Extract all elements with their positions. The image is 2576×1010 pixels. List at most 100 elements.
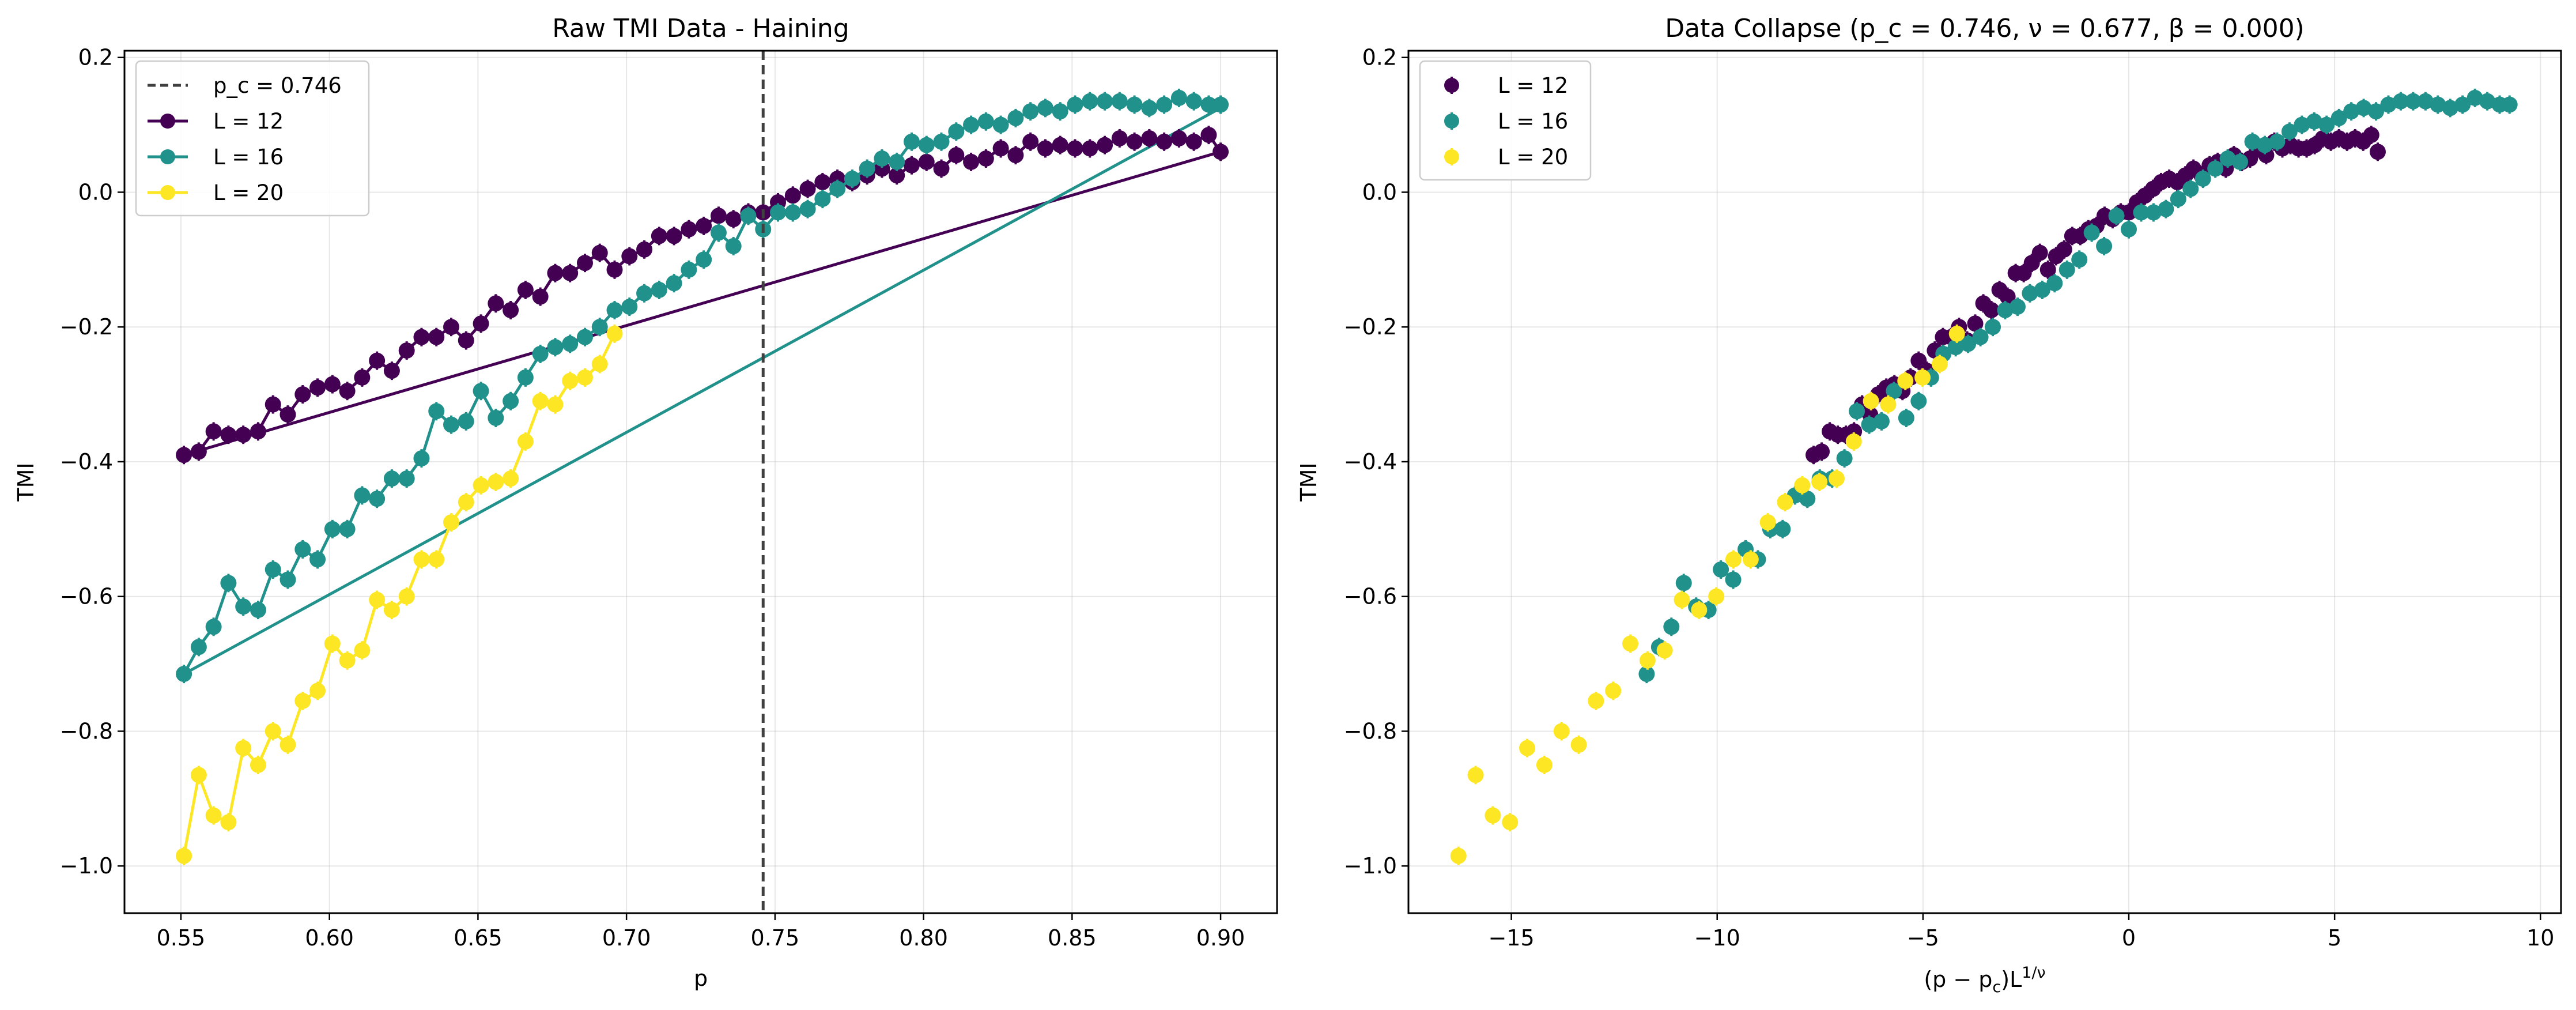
data-point bbox=[413, 450, 430, 467]
data-point bbox=[1873, 413, 1890, 429]
data-point bbox=[1674, 591, 1690, 608]
data-point bbox=[1799, 491, 1816, 507]
data-point bbox=[1213, 96, 1229, 113]
data-point bbox=[1985, 319, 2001, 336]
legend-box bbox=[1419, 60, 1592, 181]
data-point bbox=[1097, 93, 1113, 110]
data-point bbox=[235, 427, 252, 443]
raw-ytick-label: 0.2 bbox=[78, 45, 113, 70]
data-point bbox=[2009, 299, 2026, 315]
collapse-ytick-label: 0.2 bbox=[1362, 45, 1397, 70]
legend-l20-marker bbox=[1444, 149, 1459, 164]
data-point bbox=[2056, 241, 2072, 258]
data-point bbox=[2034, 281, 2050, 298]
data-point bbox=[1777, 494, 1793, 511]
collapse-xtick-label: 10 bbox=[2526, 925, 2554, 951]
data-point bbox=[859, 160, 875, 177]
legend-box bbox=[135, 60, 370, 217]
data-point bbox=[844, 171, 860, 187]
data-point bbox=[398, 588, 415, 605]
data-point bbox=[294, 541, 311, 557]
legend-pc-label: p_c = 0.746 bbox=[213, 73, 342, 98]
data-point bbox=[324, 376, 341, 393]
data-point bbox=[1141, 100, 1158, 116]
data-point bbox=[532, 345, 549, 362]
data-point bbox=[903, 157, 920, 174]
data-point bbox=[2363, 127, 2379, 144]
data-point bbox=[1536, 756, 1553, 773]
data-point bbox=[2467, 89, 2483, 106]
data-point bbox=[1156, 96, 1173, 113]
data-point bbox=[503, 393, 519, 409]
data-point bbox=[250, 602, 266, 619]
data-point bbox=[829, 180, 846, 197]
legend-l16-marker bbox=[160, 149, 175, 164]
data-point bbox=[1170, 130, 1187, 146]
data-point bbox=[1185, 133, 1202, 150]
data-point bbox=[1836, 450, 1853, 467]
data-point bbox=[591, 319, 608, 336]
data-point bbox=[2256, 137, 2273, 153]
data-point bbox=[933, 160, 950, 177]
data-point bbox=[1082, 140, 1098, 157]
raw-xtick-label: 0.90 bbox=[1196, 925, 1245, 951]
raw-panel-frame bbox=[123, 50, 1278, 914]
data-point bbox=[1097, 137, 1113, 153]
raw-ytick-label: −0.6 bbox=[60, 584, 113, 609]
data-point bbox=[2108, 208, 2125, 224]
data-point bbox=[443, 514, 460, 531]
data-point bbox=[220, 814, 237, 831]
data-point bbox=[1931, 356, 1948, 372]
collapse-panel-frame bbox=[1407, 50, 2562, 914]
data-point bbox=[903, 133, 920, 150]
collapse-panel-xlabel: (p − pc)L1/ν bbox=[1924, 964, 2045, 996]
raw-panel-title: Raw TMI Data - Haining bbox=[552, 14, 849, 43]
data-point bbox=[1759, 514, 1776, 531]
data-point bbox=[473, 383, 489, 400]
data-point bbox=[1111, 93, 1128, 110]
data-point bbox=[1605, 683, 1622, 699]
data-point bbox=[235, 598, 252, 615]
data-point bbox=[621, 299, 638, 315]
legend-l20-marker bbox=[160, 185, 175, 200]
data-point bbox=[636, 285, 653, 302]
data-point bbox=[1886, 383, 1902, 400]
raw-xtick-label: 0.60 bbox=[305, 925, 354, 951]
data-point bbox=[814, 191, 831, 208]
data-point bbox=[250, 423, 266, 440]
data-point bbox=[666, 275, 682, 292]
data-point bbox=[1794, 477, 1811, 493]
data-point bbox=[1972, 329, 1989, 345]
data-point bbox=[383, 363, 400, 379]
raw-xtick-label: 0.80 bbox=[899, 925, 948, 951]
data-point bbox=[562, 372, 579, 389]
data-point bbox=[354, 369, 371, 386]
collapse-ytick-label: 0.0 bbox=[1362, 179, 1397, 205]
data-point bbox=[2145, 204, 2162, 221]
data-point bbox=[503, 302, 519, 318]
data-point bbox=[2442, 100, 2458, 116]
data-point bbox=[2392, 93, 2409, 110]
data-point bbox=[1200, 96, 1217, 113]
data-point bbox=[265, 561, 281, 578]
collapse-panel-plot-area bbox=[1450, 88, 2518, 865]
raw-panel-plot-area bbox=[176, 51, 1229, 913]
data-point bbox=[517, 433, 534, 450]
data-point bbox=[2269, 133, 2286, 150]
data-point bbox=[383, 470, 400, 487]
data-point bbox=[1656, 642, 1673, 659]
data-point bbox=[443, 319, 460, 336]
data-point bbox=[517, 369, 534, 386]
collapse-ytick-label: −0.6 bbox=[1344, 584, 1397, 609]
data-point bbox=[2501, 96, 2518, 113]
data-point bbox=[1450, 847, 1467, 864]
collapse-ytick-label: −0.2 bbox=[1344, 314, 1397, 340]
data-point bbox=[1845, 433, 1862, 450]
raw-ytick-label: −0.4 bbox=[60, 449, 113, 474]
data-point bbox=[1691, 602, 1708, 619]
data-point bbox=[309, 551, 326, 568]
data-point bbox=[1997, 302, 2014, 318]
data-point bbox=[547, 265, 564, 281]
data-point bbox=[606, 302, 623, 318]
data-point bbox=[2071, 251, 2088, 268]
